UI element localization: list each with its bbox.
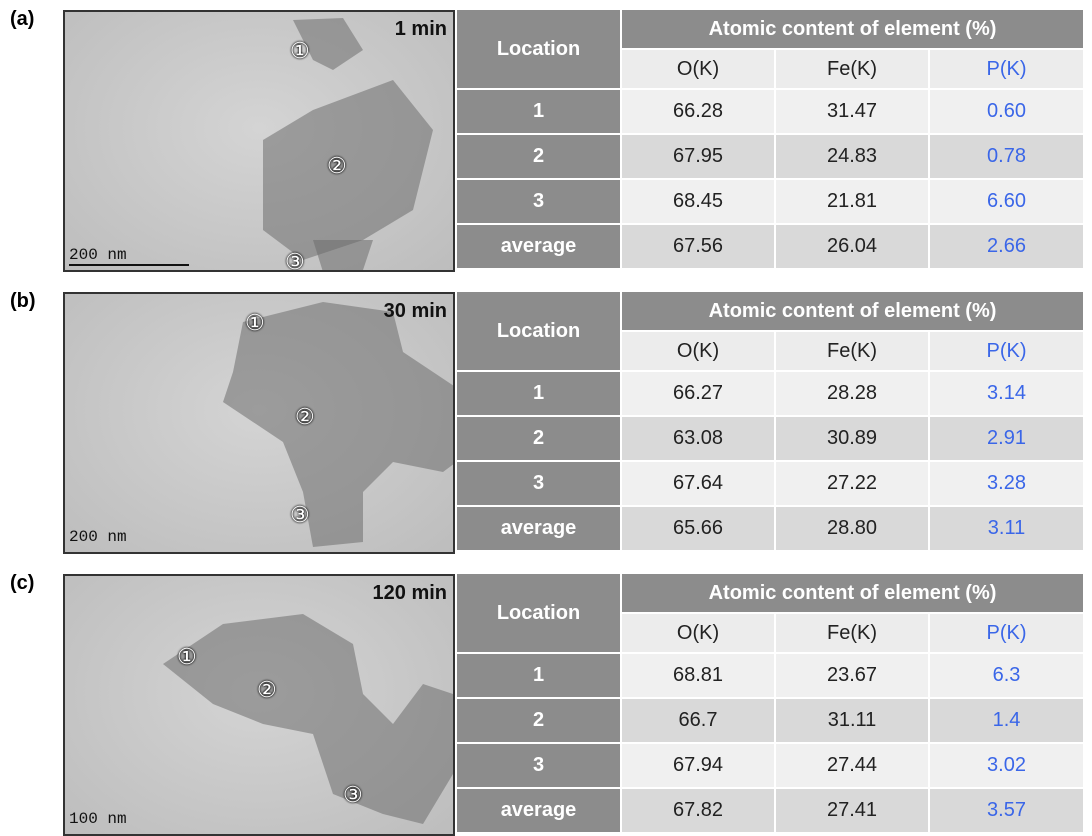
table-cell: 27.22 bbox=[776, 462, 930, 507]
tem-image: 30 min 200 nm ① ② ③ bbox=[63, 292, 455, 554]
table-cell: 67.82 bbox=[622, 789, 776, 834]
column-header: Fe(K) bbox=[776, 614, 930, 654]
row-label: 2 bbox=[457, 417, 622, 462]
row-label: 3 bbox=[457, 180, 622, 225]
table-cell: 2.66 bbox=[930, 225, 1085, 270]
row-label: 2 bbox=[457, 699, 622, 744]
table-cell: 30.89 bbox=[776, 417, 930, 462]
column-header: O(K) bbox=[622, 332, 776, 372]
table-cell: 3.57 bbox=[930, 789, 1085, 834]
time-label: 30 min bbox=[383, 300, 447, 322]
location-marker: ② bbox=[295, 404, 315, 429]
scale-label: 200 nm bbox=[69, 246, 127, 264]
row-label: average bbox=[457, 507, 622, 552]
panel-label: (b) bbox=[10, 290, 36, 312]
table-cell: 68.45 bbox=[622, 180, 776, 225]
row-label: 1 bbox=[457, 654, 622, 699]
column-header: P(K) bbox=[930, 332, 1085, 372]
particles bbox=[263, 18, 433, 270]
column-header: P(K) bbox=[930, 614, 1085, 654]
table-cell: 27.44 bbox=[776, 744, 930, 789]
table-cell: 3.28 bbox=[930, 462, 1085, 507]
group-header: Atomic content of element (%) bbox=[622, 292, 1085, 332]
location-marker: ③ bbox=[290, 502, 310, 527]
table-cell: 66.7 bbox=[622, 699, 776, 744]
row-label: 1 bbox=[457, 372, 622, 417]
column-header: Fe(K) bbox=[776, 332, 930, 372]
table-cell: 2.91 bbox=[930, 417, 1085, 462]
particle bbox=[263, 80, 433, 260]
table-cell: 68.81 bbox=[622, 654, 776, 699]
table-cell: 3.11 bbox=[930, 507, 1085, 552]
table-cell: 6.60 bbox=[930, 180, 1085, 225]
location-header: Location bbox=[457, 10, 622, 90]
table-cell: 27.41 bbox=[776, 789, 930, 834]
panel-label: (a) bbox=[10, 8, 35, 30]
row-label: average bbox=[457, 225, 622, 270]
panel-label: (c) bbox=[10, 572, 35, 594]
tem-image: 120 min 100 nm ① ② ③ bbox=[63, 574, 455, 836]
time-label: 120 min bbox=[372, 582, 447, 604]
table-cell: 67.94 bbox=[622, 744, 776, 789]
table-cell: 66.27 bbox=[622, 372, 776, 417]
table-cell: 67.95 bbox=[622, 135, 776, 180]
location-marker: ③ bbox=[285, 249, 305, 272]
row-label: 2 bbox=[457, 135, 622, 180]
location-header: Location bbox=[457, 292, 622, 372]
column-header: O(K) bbox=[622, 614, 776, 654]
table-cell: 26.04 bbox=[776, 225, 930, 270]
particle bbox=[293, 18, 363, 70]
table-cell: 66.28 bbox=[622, 90, 776, 135]
table-cell: 0.78 bbox=[930, 135, 1085, 180]
scale-label: 100 nm bbox=[69, 810, 127, 828]
table-cell: 31.47 bbox=[776, 90, 930, 135]
table-cell: 6.3 bbox=[930, 654, 1085, 699]
row-label: 3 bbox=[457, 462, 622, 507]
table-cell: 0.60 bbox=[930, 90, 1085, 135]
location-marker: ① bbox=[177, 644, 197, 669]
location-marker: ① bbox=[290, 38, 310, 63]
table-cell: 3.02 bbox=[930, 744, 1085, 789]
location-marker: ② bbox=[327, 153, 347, 178]
particle bbox=[223, 302, 453, 547]
table-cell: 63.08 bbox=[622, 417, 776, 462]
column-header: P(K) bbox=[930, 50, 1085, 90]
group-header: Atomic content of element (%) bbox=[622, 574, 1085, 614]
table-cell: 28.80 bbox=[776, 507, 930, 552]
row-label: 3 bbox=[457, 744, 622, 789]
location-marker: ① bbox=[245, 310, 265, 335]
location-header: Location bbox=[457, 574, 622, 654]
scale-label: 200 nm bbox=[69, 528, 127, 546]
table-cell: 67.64 bbox=[622, 462, 776, 507]
table-cell: 23.67 bbox=[776, 654, 930, 699]
particle bbox=[163, 614, 453, 824]
scale-bar bbox=[69, 264, 189, 266]
time-label: 1 min bbox=[394, 18, 447, 40]
table-cell: 21.81 bbox=[776, 180, 930, 225]
particle bbox=[313, 240, 373, 270]
column-header: Fe(K) bbox=[776, 50, 930, 90]
table-cell: 31.11 bbox=[776, 699, 930, 744]
location-marker: ③ bbox=[343, 782, 363, 807]
row-label: average bbox=[457, 789, 622, 834]
tem-image: 1 min 200 nm ① ② ③ bbox=[63, 10, 455, 272]
table-cell: 65.66 bbox=[622, 507, 776, 552]
table-cell: 1.4 bbox=[930, 699, 1085, 744]
table-cell: 67.56 bbox=[622, 225, 776, 270]
location-marker: ② bbox=[257, 677, 277, 702]
row-label: 1 bbox=[457, 90, 622, 135]
table-cell: 28.28 bbox=[776, 372, 930, 417]
table-cell: 3.14 bbox=[930, 372, 1085, 417]
group-header: Atomic content of element (%) bbox=[622, 10, 1085, 50]
column-header: O(K) bbox=[622, 50, 776, 90]
table-cell: 24.83 bbox=[776, 135, 930, 180]
particles bbox=[223, 302, 453, 547]
particles bbox=[163, 614, 453, 824]
